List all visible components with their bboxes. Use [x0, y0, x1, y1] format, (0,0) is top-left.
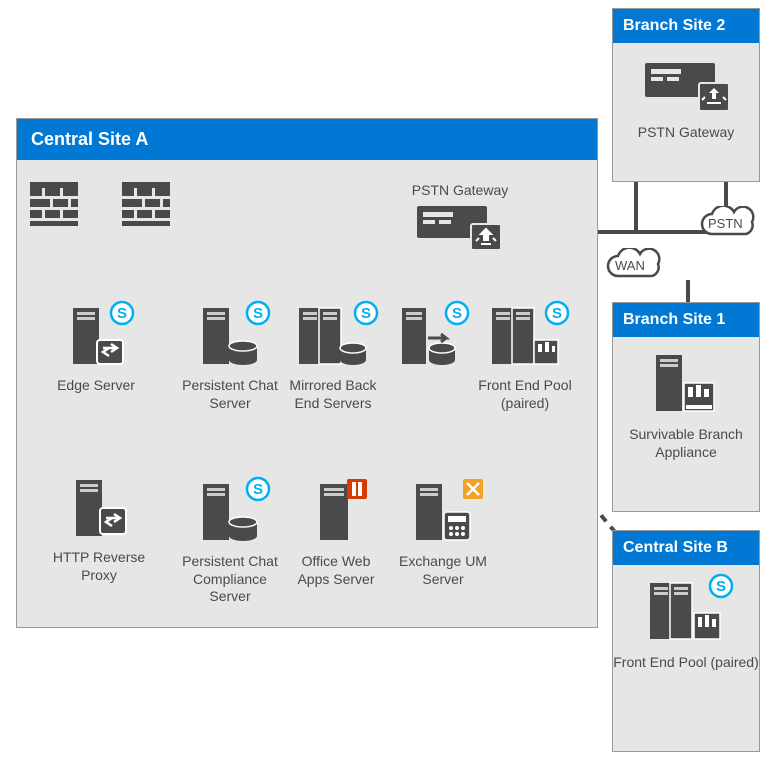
- central-site-b-panel: Central Site B S Front End Pool (paired): [612, 530, 760, 752]
- edge-server-node: S Edge Server: [46, 306, 146, 395]
- pstn-gateway-label: PSTN Gateway: [390, 182, 530, 200]
- pstn-gateway-icon: [641, 57, 731, 115]
- owa-server-node: Office Web Apps Server: [286, 482, 386, 588]
- exchange-um-label: Exchange UM Server: [388, 553, 498, 588]
- branch2-node-label: PSTN Gateway: [613, 124, 759, 142]
- persistent-chat-node: S Persistent Chat Server: [180, 306, 280, 412]
- pstn-cloud: PSTN: [694, 206, 760, 249]
- exchange-um-node: Exchange UM Server: [388, 482, 498, 588]
- skype-icon: S: [109, 300, 135, 326]
- frontend-pool-label: Front End Pool (paired): [466, 377, 584, 412]
- mirrored-backend-node: S Mirrored Back End Servers: [278, 306, 388, 412]
- svg-text:S: S: [452, 305, 462, 322]
- svg-text:S: S: [716, 578, 726, 595]
- svg-text:S: S: [117, 305, 127, 322]
- wan-cloud-label: WAN: [615, 258, 645, 273]
- branch1-node-label: Survivable Branch Appliance: [613, 426, 759, 461]
- frontend-pool-node: S: [384, 306, 474, 377]
- http-reverse-proxy-node: HTTP Reverse Proxy: [44, 478, 154, 584]
- skype-icon: S: [544, 300, 570, 326]
- branch-site-2-title: Branch Site 2: [613, 9, 759, 43]
- skype-icon: S: [708, 573, 734, 599]
- wan-cloud: WAN: [600, 248, 666, 291]
- exchange-icon: [460, 476, 486, 502]
- edge-server-label: Edge Server: [46, 377, 146, 395]
- mirrored-backend-label: Mirrored Back End Servers: [278, 377, 388, 412]
- http-reverse-proxy-label: HTTP Reverse Proxy: [44, 549, 154, 584]
- skype-icon: S: [245, 476, 271, 502]
- pstn-gateway-central: PSTN Gateway: [390, 178, 530, 257]
- server-pool-icon: [650, 351, 722, 417]
- firewall-icon: [122, 182, 170, 226]
- central-site-a-title: Central Site A: [17, 119, 597, 160]
- pchat-compliance-node: S Persistent Chat Compliance Server: [180, 482, 280, 606]
- svg-text:S: S: [361, 305, 371, 322]
- owa-server-label: Office Web Apps Server: [286, 553, 386, 588]
- pstn-gateway-icon: [415, 202, 505, 252]
- central-site-b-title: Central Site B: [613, 531, 759, 565]
- frontend-pool-paired-node: S Front End Pool (paired): [466, 306, 584, 412]
- office-icon: [344, 476, 370, 502]
- server-icon: [70, 478, 128, 540]
- persistent-chat-label: Persistent Chat Server: [180, 377, 280, 412]
- pchat-compliance-label: Persistent Chat Compliance Server: [180, 553, 280, 606]
- svg-text:S: S: [552, 305, 562, 322]
- firewall-2: [122, 182, 170, 231]
- skype-icon: S: [353, 300, 379, 326]
- branch-site-1-panel: Branch Site 1 Survivable Branch Applianc…: [612, 302, 760, 512]
- branch-site-2-panel: Branch Site 2 PSTN Gateway: [612, 8, 760, 182]
- pstn-cloud-label: PSTN: [708, 216, 743, 231]
- firewall-1: [30, 182, 78, 231]
- firewall-icon: [30, 182, 78, 226]
- centralb-node-label: Front End Pool (paired): [613, 654, 759, 672]
- svg-text:S: S: [253, 305, 263, 322]
- skype-icon: S: [245, 300, 271, 326]
- svg-text:S: S: [253, 481, 263, 498]
- branch-site-1-title: Branch Site 1: [613, 303, 759, 337]
